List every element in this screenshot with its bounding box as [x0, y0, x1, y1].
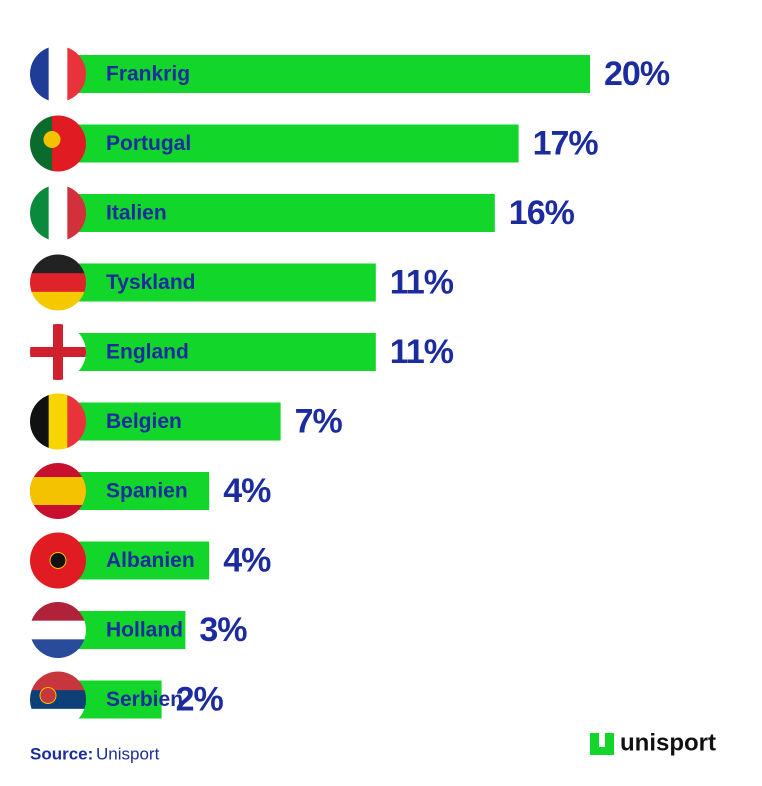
value-label: 3%	[199, 611, 247, 649]
flag-stripe	[48, 185, 68, 241]
logo-text: unisport	[620, 729, 716, 756]
flag-stripe	[30, 620, 86, 640]
flag-body	[30, 463, 86, 519]
flag-stripe	[30, 393, 50, 450]
logo-mark	[590, 733, 614, 755]
flag-stripe	[30, 115, 52, 172]
bar	[58, 402, 281, 441]
value-label: 4%	[223, 541, 271, 579]
flag-stripe	[30, 46, 50, 102]
flag	[30, 185, 86, 241]
category-label: Tyskland	[106, 271, 195, 294]
flag	[30, 463, 86, 519]
value-label: 20%	[604, 55, 670, 93]
value-label: 17%	[533, 124, 599, 162]
flag	[30, 254, 86, 311]
flag-stripe	[30, 185, 50, 241]
flag-emblem	[49, 552, 67, 569]
flag-stripe	[30, 671, 86, 691]
flag-emblem	[43, 131, 61, 148]
flag-body	[30, 254, 86, 311]
value-label: 11%	[390, 263, 454, 301]
flag-body	[30, 115, 86, 172]
bar	[58, 194, 495, 232]
category-label: Albanien	[106, 549, 195, 572]
flag	[30, 46, 86, 102]
category-label: Holland	[106, 619, 183, 642]
flag-stripe	[30, 602, 86, 622]
flag	[30, 324, 86, 380]
bar	[58, 55, 590, 93]
source-name: Unisport	[96, 744, 160, 763]
logo: unisport	[590, 729, 716, 756]
flag-emblem	[39, 687, 57, 704]
flag	[30, 602, 86, 658]
value-label: 7%	[295, 402, 343, 440]
value-label: 16%	[509, 194, 575, 232]
flag-body	[30, 324, 86, 380]
category-label: Italien	[106, 202, 167, 225]
flag-body	[30, 532, 86, 589]
flag-body	[30, 393, 86, 450]
flag-body	[30, 185, 86, 241]
source-label: Source:	[30, 744, 93, 763]
flag-stripe	[48, 46, 68, 102]
flag-body	[30, 671, 86, 728]
source: Source: Unisport	[30, 744, 160, 763]
flag-stripe	[67, 185, 86, 241]
flag-stripe	[30, 347, 86, 357]
bar	[58, 124, 519, 163]
flag	[30, 393, 86, 450]
flag-stripe	[67, 393, 86, 450]
flag-stripe	[30, 254, 86, 274]
flag	[30, 671, 86, 728]
category-label: Serbien	[106, 688, 183, 711]
flag-body	[30, 602, 86, 658]
category-label: Spanien	[106, 480, 188, 503]
bar	[58, 263, 376, 302]
value-label: 2%	[176, 680, 224, 718]
flag-stripe	[30, 291, 86, 311]
value-label: 4%	[223, 472, 271, 510]
flag	[30, 115, 86, 172]
category-label: Belgien	[106, 410, 182, 433]
flag-stripe	[30, 273, 86, 293]
flag-stripe	[30, 690, 86, 710]
flag-stripe	[48, 393, 68, 450]
flag-stripe	[30, 477, 86, 505]
flag-stripe	[30, 708, 86, 728]
flag-body	[30, 46, 86, 102]
flag-stripe	[67, 46, 86, 102]
category-label: Portugal	[106, 132, 191, 155]
category-label: England	[106, 341, 189, 364]
flag	[30, 532, 86, 589]
bar	[58, 333, 376, 371]
category-label: Frankrig	[106, 63, 190, 86]
value-label: 11%	[390, 333, 454, 371]
flag-stripe	[30, 639, 86, 658]
